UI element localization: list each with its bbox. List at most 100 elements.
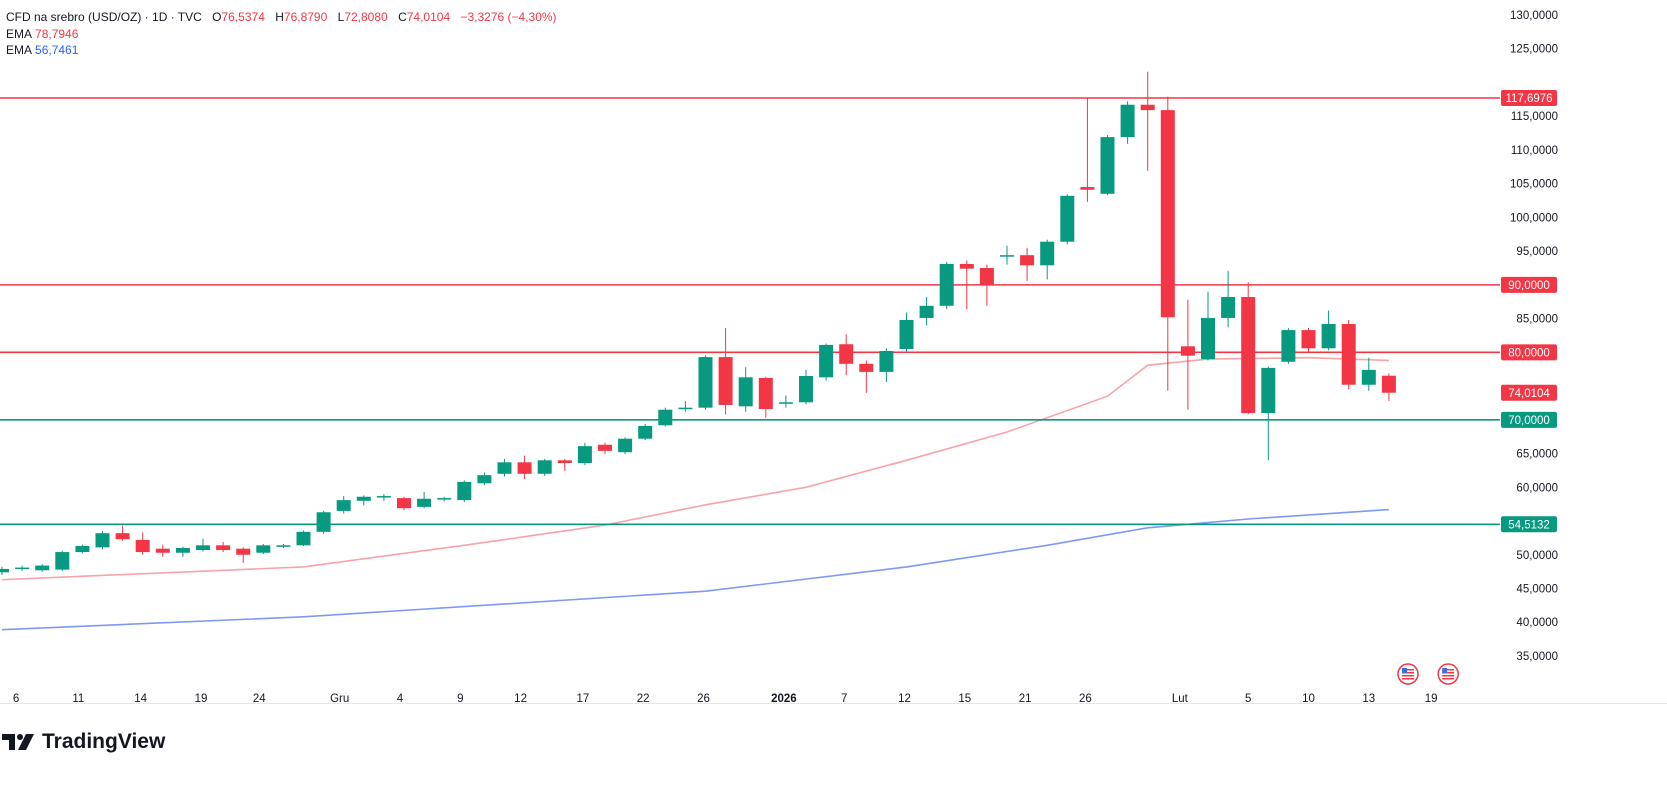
level-price-label-text: 80,0000 bbox=[1508, 347, 1550, 359]
candle-body bbox=[216, 545, 231, 551]
x-tick-label: 15 bbox=[958, 693, 971, 705]
y-tick-label: 110,0000 bbox=[1511, 145, 1558, 157]
tradingview-logo[interactable]: TradingView bbox=[2, 730, 165, 754]
candle-body bbox=[1040, 241, 1055, 266]
candle bbox=[95, 531, 110, 550]
candle bbox=[316, 510, 331, 534]
candle-body bbox=[155, 548, 170, 553]
y-tick-label: 125,0000 bbox=[1510, 44, 1558, 56]
candle-body bbox=[738, 377, 753, 407]
candle-body bbox=[1160, 110, 1175, 318]
y-tick-label: 45,0000 bbox=[1516, 583, 1558, 595]
candle bbox=[236, 547, 251, 563]
candle-body bbox=[497, 462, 512, 474]
flag-stripe bbox=[1442, 678, 1455, 680]
level-price-label: 90,0000 bbox=[1501, 276, 1557, 293]
candle-body bbox=[638, 425, 653, 439]
candle bbox=[899, 312, 914, 353]
close-label: C bbox=[398, 10, 407, 24]
candle-body bbox=[477, 475, 492, 484]
candle bbox=[296, 530, 311, 546]
candle bbox=[155, 544, 170, 557]
candle bbox=[598, 442, 612, 455]
x-tick-label: 5 bbox=[1245, 693, 1251, 705]
x-tick-label: 26 bbox=[1079, 693, 1092, 705]
legend-ema-1[interactable]: EMA 78,7946 bbox=[6, 26, 557, 43]
candle-body bbox=[55, 552, 70, 570]
level-price-label-box bbox=[1501, 90, 1557, 107]
y-tick-label: 85,0000 bbox=[1516, 314, 1558, 326]
candle-body bbox=[75, 545, 90, 553]
change-value: −3,3276 (−4,30%) bbox=[460, 10, 557, 24]
candle bbox=[256, 543, 271, 555]
us-flag-icon[interactable] bbox=[1437, 663, 1459, 685]
candle-body bbox=[517, 462, 532, 474]
ema-label: EMA bbox=[6, 43, 33, 57]
ema-line-2 bbox=[1, 508, 1389, 631]
candle-body bbox=[778, 402, 793, 404]
ema-value: 56,7461 bbox=[35, 43, 79, 57]
candle-body bbox=[356, 496, 371, 501]
x-tick-label: Lut bbox=[1172, 693, 1189, 705]
last-price-label: 74,0104 bbox=[1501, 384, 1557, 401]
level-price-label: 54,5132 bbox=[1501, 516, 1557, 533]
y-tick-label: 40,0000 bbox=[1516, 617, 1558, 629]
flag-stripe bbox=[1402, 672, 1414, 674]
candle-body bbox=[799, 375, 813, 403]
x-tick-label: 13 bbox=[1362, 693, 1375, 705]
level-price-label: 117,6976 bbox=[1501, 90, 1557, 107]
candle-body bbox=[1120, 104, 1135, 138]
candle-body bbox=[698, 357, 713, 408]
candle bbox=[0, 566, 9, 576]
candle-body bbox=[1301, 330, 1316, 349]
x-tick-label: 19 bbox=[195, 693, 208, 705]
brand-name: TradingView bbox=[42, 730, 166, 753]
candle bbox=[437, 496, 452, 502]
level-price-label-text: 90,0000 bbox=[1508, 280, 1550, 292]
candle-body bbox=[879, 351, 894, 372]
y-tick-label: 60,0000 bbox=[1516, 482, 1558, 494]
candle-body bbox=[437, 498, 452, 500]
candle-body bbox=[1221, 297, 1236, 318]
level-price-label-box bbox=[1501, 344, 1557, 361]
candle-body bbox=[115, 533, 130, 540]
x-tick-label: 9 bbox=[457, 693, 463, 705]
candle-body bbox=[1381, 375, 1396, 393]
x-tick-label: 2026 bbox=[771, 693, 797, 705]
open-value: 76,5374 bbox=[221, 10, 265, 24]
flag-stripe bbox=[1402, 675, 1414, 677]
flag-ring bbox=[1437, 663, 1459, 685]
x-tick-label: 21 bbox=[1019, 693, 1032, 705]
candle-body bbox=[296, 531, 311, 546]
y-tick-label: 65,0000 bbox=[1516, 449, 1558, 461]
flag-ring bbox=[1397, 663, 1419, 685]
candle bbox=[839, 334, 854, 376]
candle bbox=[1241, 282, 1256, 415]
y-tick-label: 100,0000 bbox=[1510, 212, 1558, 224]
candle bbox=[618, 437, 633, 455]
ema-value: 78,7946 bbox=[35, 26, 79, 41]
us-flag-icon[interactable] bbox=[1397, 663, 1419, 685]
candle bbox=[979, 264, 994, 306]
y-tick-label: 105,0000 bbox=[1510, 179, 1558, 191]
flag-stripe bbox=[1442, 672, 1455, 674]
candle-body bbox=[1180, 346, 1195, 356]
candle-body bbox=[1100, 137, 1115, 194]
candle-body bbox=[939, 263, 954, 306]
candle bbox=[1201, 291, 1215, 361]
candle-body bbox=[1361, 369, 1376, 385]
candle-body bbox=[316, 512, 331, 532]
candle-body bbox=[196, 545, 210, 551]
symbol-title[interactable]: CFD na srebro (USD/OZ) · 1D · TVC bbox=[6, 10, 202, 24]
candle bbox=[859, 360, 874, 393]
candle-body bbox=[577, 446, 592, 464]
x-tick-label: 11 bbox=[72, 693, 84, 705]
candle bbox=[658, 407, 673, 427]
level-price-label: 80,0000 bbox=[1501, 344, 1557, 361]
legend-ema-2[interactable]: EMA 56,7461 bbox=[6, 42, 557, 59]
candle-body bbox=[1020, 255, 1035, 266]
x-tick-label: 26 bbox=[697, 693, 710, 705]
candle-body bbox=[678, 407, 693, 410]
candle-body bbox=[175, 548, 190, 553]
